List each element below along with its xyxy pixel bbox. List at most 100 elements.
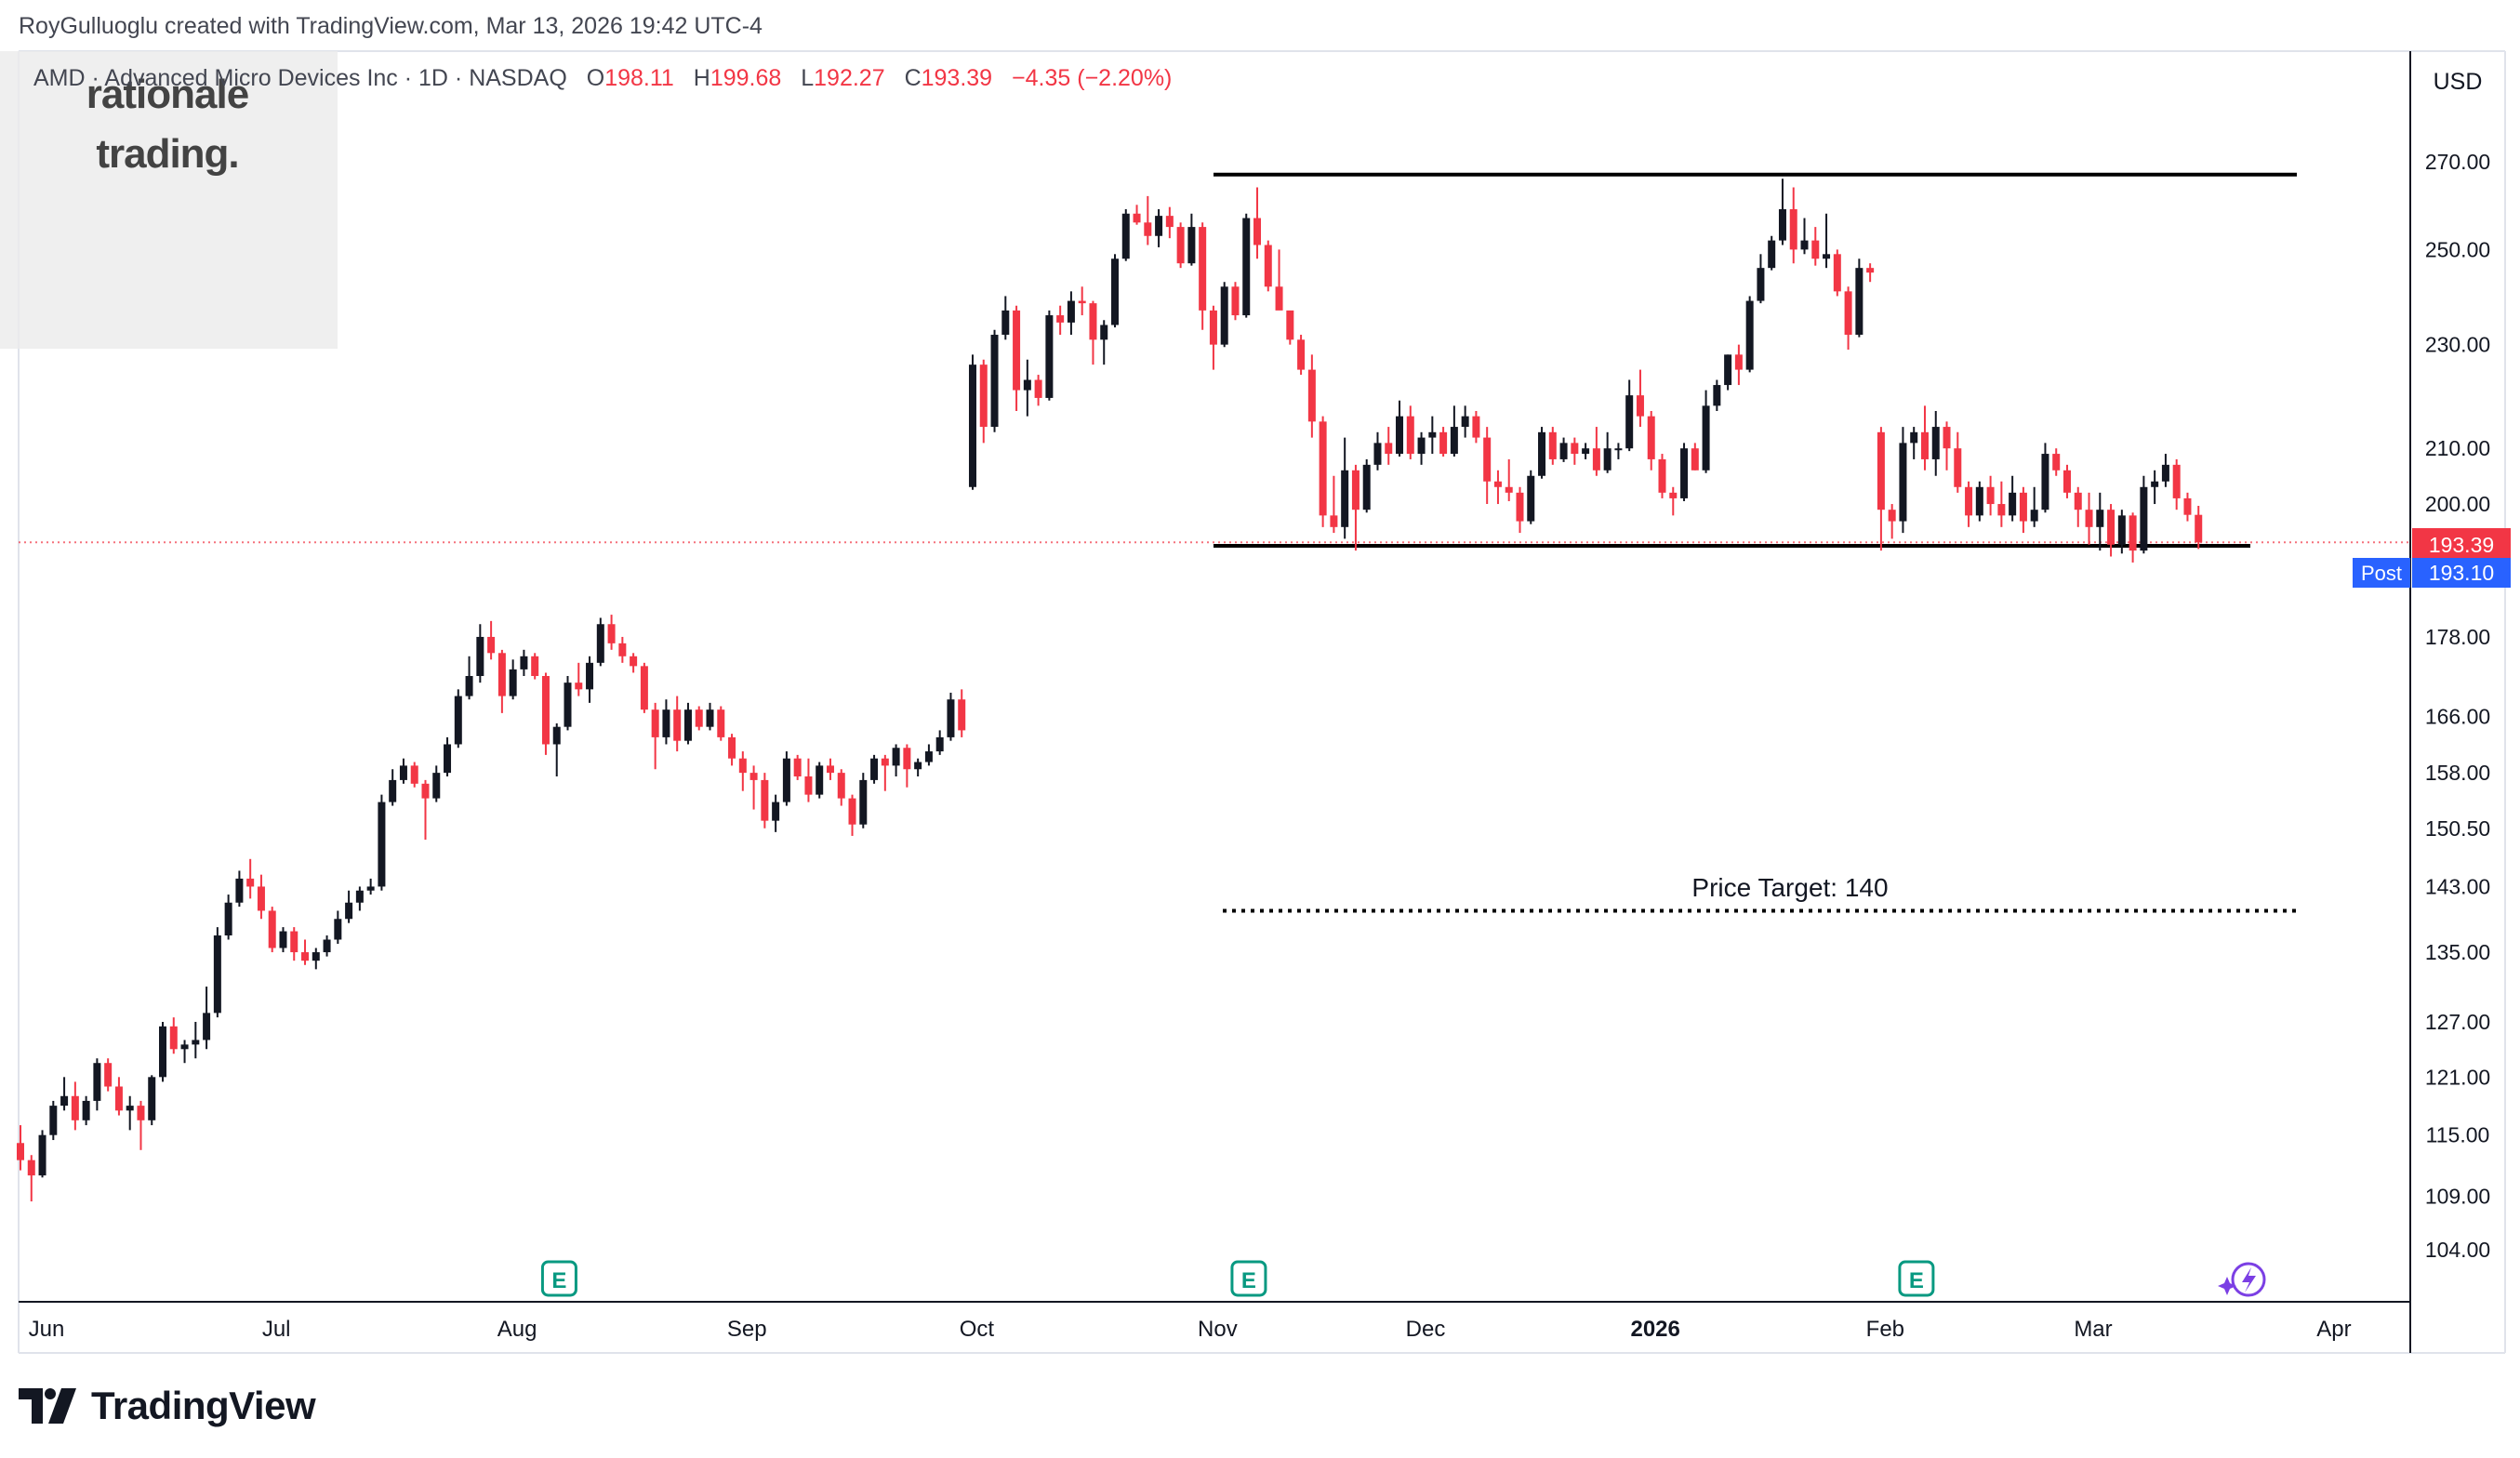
candle-body xyxy=(1275,286,1283,311)
candle-body xyxy=(1548,431,1557,459)
candle xyxy=(2195,506,2203,550)
candle xyxy=(1428,416,1437,455)
candle-body xyxy=(1603,448,1611,471)
candle xyxy=(1823,213,1831,269)
candle-body xyxy=(1800,240,1809,250)
candle xyxy=(1582,443,1590,459)
candle-body xyxy=(1910,431,1918,444)
candle-body xyxy=(717,709,725,737)
candle xyxy=(159,1021,167,1082)
candle xyxy=(290,927,298,961)
candle-body xyxy=(881,758,889,766)
time-axis[interactable]: Jun Jul Aug Sep Oct Nov Dec 2026 Feb Mar Apr xyxy=(29,1317,2352,1342)
candle xyxy=(487,620,496,660)
candle xyxy=(509,659,517,700)
candle-body xyxy=(257,886,265,911)
candle xyxy=(706,702,714,731)
candle-body xyxy=(465,676,473,696)
candle-body xyxy=(1176,227,1185,264)
x-tick-label: Dec xyxy=(1406,1317,1446,1342)
lightning-icon[interactable] xyxy=(2218,1262,2266,1297)
symbol-legend[interactable]: AMD · Advanced Micro Devices Inc · 1D · … xyxy=(33,65,1172,92)
candle-body xyxy=(1199,227,1207,311)
candle xyxy=(1319,416,1327,527)
earnings-icon: E xyxy=(1241,1268,1256,1293)
currency-label[interactable]: USD xyxy=(2434,69,2483,95)
candle-body xyxy=(1165,216,1174,228)
candle-body xyxy=(1472,416,1480,438)
open-label: O xyxy=(586,65,605,91)
candle-body xyxy=(2107,510,2115,545)
candle xyxy=(27,1155,35,1202)
candle xyxy=(378,794,386,891)
candle xyxy=(1899,427,1907,534)
candle-body xyxy=(1231,286,1240,316)
candle-body xyxy=(673,709,682,741)
candle xyxy=(662,699,670,745)
candle-body xyxy=(1341,470,1349,527)
price-target-label: Price Target: 140 xyxy=(1691,873,1888,902)
candle xyxy=(1286,310,1294,345)
candle xyxy=(958,689,966,737)
earnings-marker[interactable]: E xyxy=(1230,1260,1267,1297)
candle-body xyxy=(958,699,966,731)
lightning-bolt xyxy=(2242,1267,2256,1292)
candle xyxy=(421,779,430,841)
tradingview-logo[interactable]: TradingView xyxy=(19,1384,316,1428)
candle xyxy=(2107,504,2115,557)
watermark-panel xyxy=(0,51,338,349)
candle-body xyxy=(1844,291,1852,336)
candle xyxy=(881,754,889,791)
candle xyxy=(137,1100,145,1150)
candle xyxy=(213,927,221,1018)
candle xyxy=(1592,427,1600,476)
candle-body xyxy=(2030,510,2038,522)
candle-body xyxy=(1428,431,1437,438)
candle xyxy=(454,689,462,749)
candle xyxy=(399,758,407,784)
y-tick-label: 166.00 xyxy=(2425,705,2490,729)
candle xyxy=(947,692,955,741)
candle-body xyxy=(71,1095,79,1120)
candle xyxy=(2129,512,2137,563)
candle xyxy=(60,1077,69,1111)
y-tick-label: 115.00 xyxy=(2426,1123,2490,1147)
candle xyxy=(1877,427,1885,551)
candle xyxy=(607,615,616,650)
candle xyxy=(1527,470,1535,524)
candle xyxy=(1745,296,1754,373)
post-price-tag-bg xyxy=(2412,558,2511,588)
price-axis[interactable]: 270.00 250.00 230.00 210.00 200.00 178.00 166.… xyxy=(2425,150,2490,1262)
symbol-name[interactable]: AMD · Advanced Micro Devices Inc · 1D · … xyxy=(33,65,567,91)
candle xyxy=(761,773,769,828)
earnings-icon: E xyxy=(1909,1268,1924,1293)
candle xyxy=(257,874,265,920)
candle xyxy=(914,758,922,777)
earnings-marker[interactable]: E xyxy=(540,1260,577,1297)
candle-body xyxy=(1297,339,1306,370)
candle xyxy=(1975,481,1983,522)
candle xyxy=(1176,222,1185,269)
candle-body xyxy=(793,758,802,777)
candle-body xyxy=(1461,416,1469,428)
candle xyxy=(1986,475,1995,516)
candle-body xyxy=(749,773,758,780)
candle-body xyxy=(1264,245,1272,287)
candle xyxy=(717,706,725,741)
candle-body xyxy=(1636,395,1644,417)
candle-body xyxy=(148,1077,156,1120)
candle xyxy=(1001,296,1010,340)
earnings-marker[interactable]: E xyxy=(1898,1260,1935,1297)
candle xyxy=(1789,187,1797,264)
candle xyxy=(323,935,331,957)
candle-body xyxy=(2117,515,2126,545)
candle-body xyxy=(1111,258,1119,325)
candle-body xyxy=(1045,315,1054,398)
x-tick-label: 2026 xyxy=(1630,1317,1679,1342)
candle-body xyxy=(1789,209,1797,250)
candle xyxy=(552,722,561,777)
candle-body xyxy=(2172,464,2181,498)
candle-body xyxy=(268,910,276,948)
